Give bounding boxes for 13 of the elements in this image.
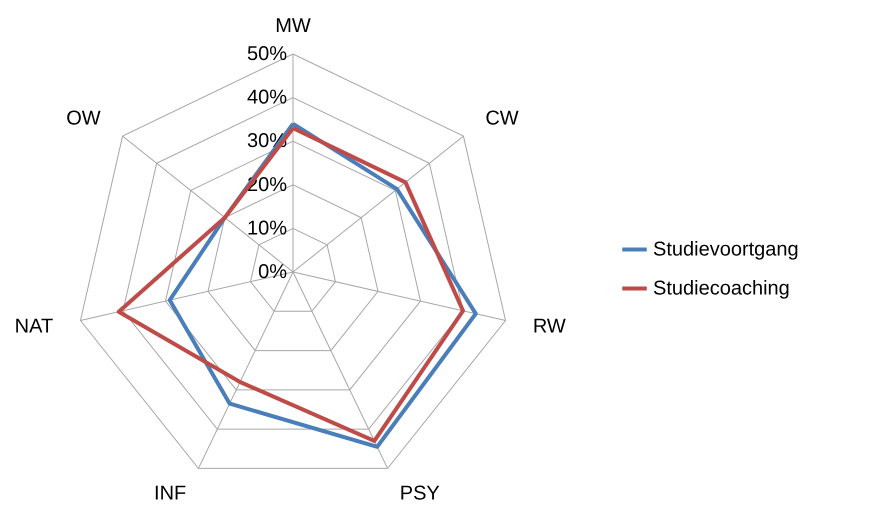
y-tick-label: 40% xyxy=(246,86,288,109)
spoke-label: NAT xyxy=(14,316,54,338)
spoke-label: INF xyxy=(154,482,186,505)
spoke-label: MW xyxy=(275,15,311,37)
legend-label: Studievoortgang xyxy=(653,238,799,260)
spoke-label: OW xyxy=(66,108,101,130)
y-tick-label: 0% xyxy=(258,261,288,283)
y-tick-label: 10% xyxy=(246,217,288,240)
y-tick-label: 50% xyxy=(246,43,288,65)
spoke-label: CW xyxy=(485,108,519,130)
spoke-label: RW xyxy=(532,316,566,338)
spoke-label: PSY xyxy=(400,482,440,505)
legend-label: Studiecoaching xyxy=(653,278,790,300)
